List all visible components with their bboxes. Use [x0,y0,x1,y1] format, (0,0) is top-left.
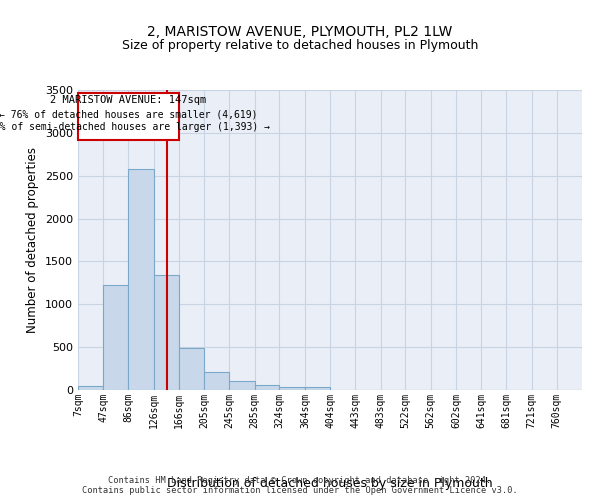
FancyBboxPatch shape [78,94,179,140]
Text: 23% of semi-detached houses are larger (1,393) →: 23% of semi-detached houses are larger (… [0,122,269,132]
Bar [204,372,229,390]
Bar [128,169,154,390]
Text: Contains HM Land Registry data © Crown copyright and database right 2024.
Contai: Contains HM Land Registry data © Crown c… [82,476,518,495]
Text: 2, MARISTOW AVENUE, PLYMOUTH, PL2 1LW: 2, MARISTOW AVENUE, PLYMOUTH, PL2 1LW [148,26,452,40]
Text: 2 MARISTOW AVENUE: 147sqm: 2 MARISTOW AVENUE: 147sqm [50,96,206,106]
Text: Size of property relative to detached houses in Plymouth: Size of property relative to detached ho… [122,38,478,52]
Bar [280,386,305,390]
Y-axis label: Number of detached properties: Number of detached properties [26,147,40,333]
Bar [78,386,103,390]
Bar [154,275,179,390]
Bar [179,348,204,390]
X-axis label: Distribution of detached houses by size in Plymouth: Distribution of detached houses by size … [167,476,493,490]
Bar [103,284,128,390]
Bar [254,386,280,390]
Bar [229,380,254,390]
Bar [305,387,331,390]
Text: ← 76% of detached houses are smaller (4,619): ← 76% of detached houses are smaller (4,… [0,110,258,120]
